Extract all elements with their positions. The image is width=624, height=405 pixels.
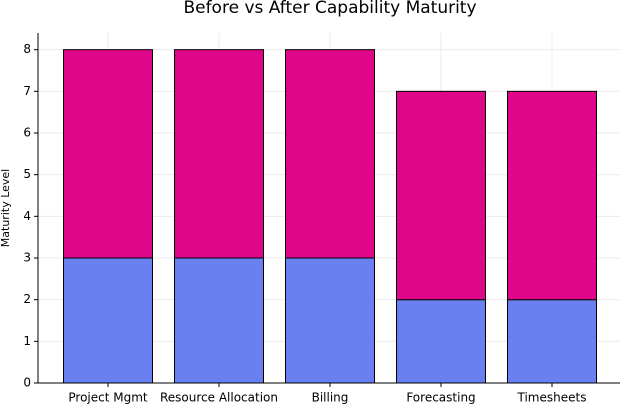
- bar-segment: [396, 90, 486, 301]
- bar-segment: [174, 49, 264, 259]
- bar-segment: [285, 257, 375, 384]
- y-tick-label: 8: [23, 42, 31, 56]
- y-axis-label: Maturity Level: [0, 169, 12, 247]
- y-tick-label: 5: [23, 167, 31, 181]
- y-tick-label: 0: [23, 376, 31, 390]
- y-tick-label: 7: [23, 84, 31, 98]
- y-tick-label: 1: [23, 334, 31, 348]
- bar-segment: [174, 257, 264, 384]
- bar-segment: [507, 90, 597, 301]
- y-tick-label: 3: [23, 251, 31, 265]
- bar-segment: [507, 299, 597, 384]
- x-tick-label: Timesheets: [517, 391, 587, 405]
- x-tick-label: Billing: [312, 391, 349, 405]
- x-tick-label: Forecasting: [406, 391, 475, 405]
- chart-title: Before vs After Capability Maturity: [183, 0, 476, 18]
- x-tick-label: Resource Allocation: [160, 391, 278, 405]
- y-tick-label: 2: [23, 292, 31, 306]
- y-tick-label: 4: [23, 209, 31, 223]
- bar-segment: [396, 299, 486, 384]
- bar-segment: [63, 49, 153, 259]
- bar-segment: [63, 257, 153, 384]
- x-tick-label: Project Mgmt: [68, 391, 148, 405]
- y-tick-label: 6: [23, 126, 31, 140]
- bar-segment: [285, 49, 375, 259]
